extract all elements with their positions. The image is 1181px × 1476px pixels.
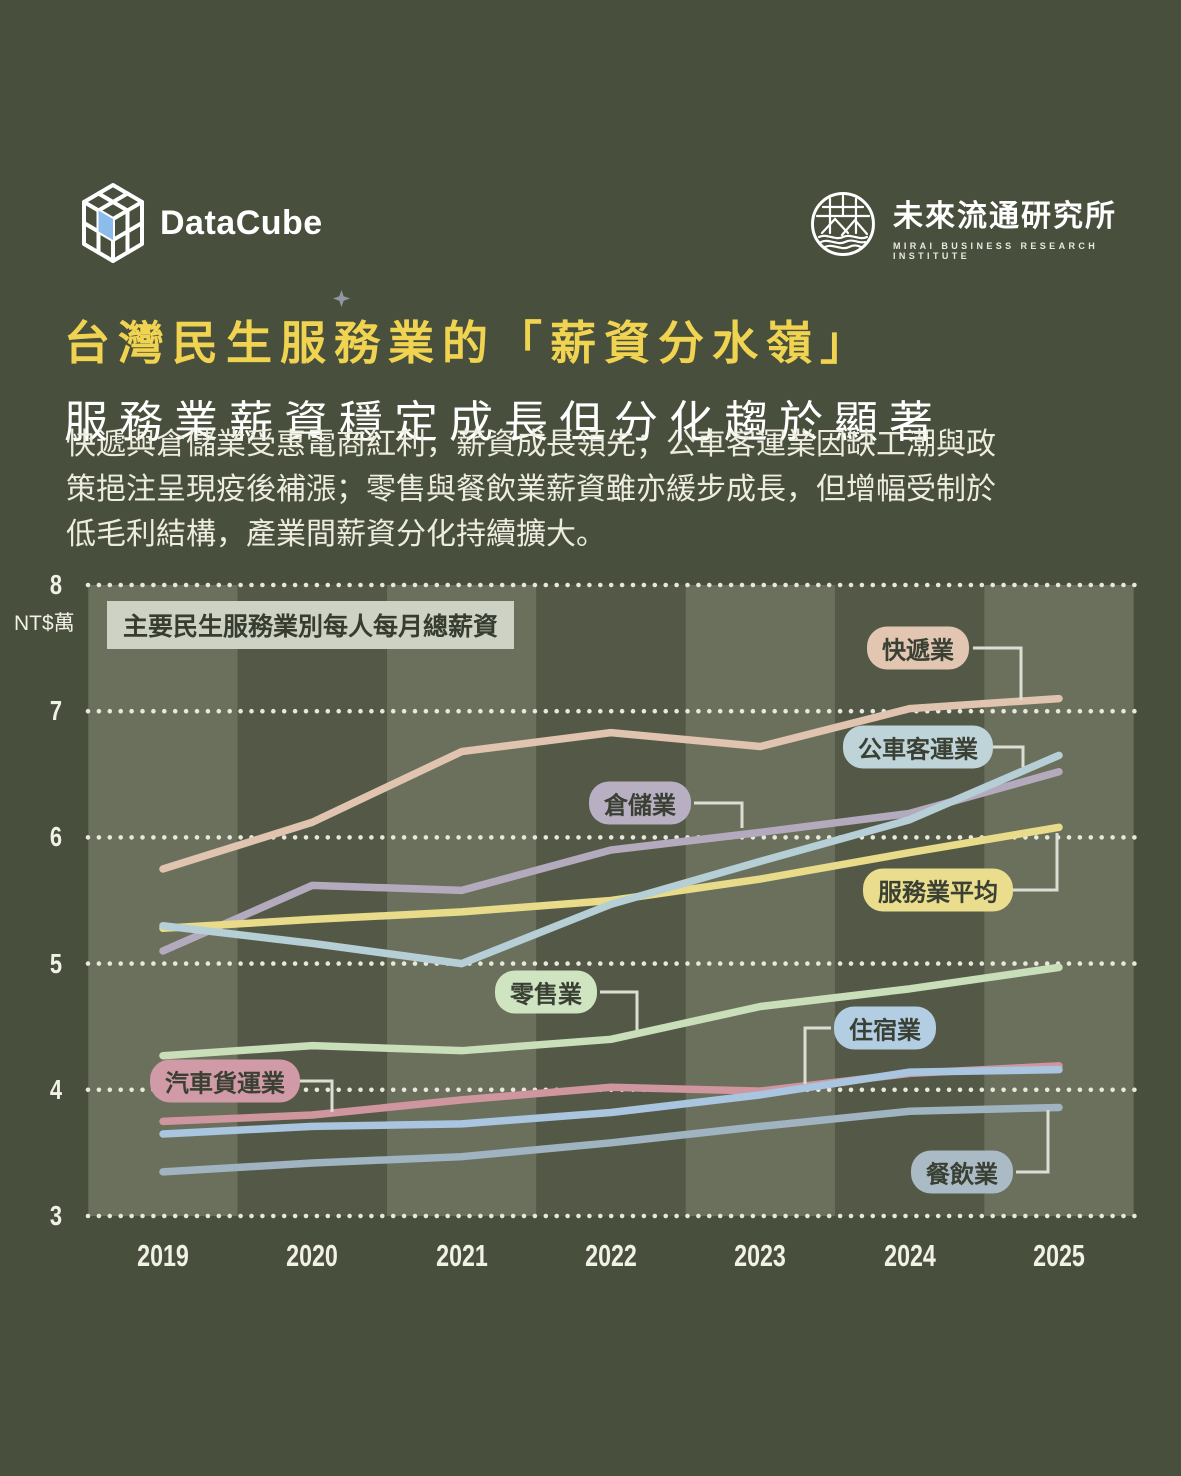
year-band-2020 <box>237 585 387 1216</box>
x-tick-2025: 2025 <box>1033 1238 1085 1273</box>
series-label-food-beverage: 餐飲業 <box>911 1150 1013 1194</box>
y-tick-7: 7 <box>49 695 62 727</box>
y-tick-6: 6 <box>49 821 62 853</box>
y-axis-unit-label: NT$萬 <box>14 612 75 635</box>
y-tick-5: 5 <box>49 947 62 979</box>
brand-name: DataCube <box>160 203 323 242</box>
institute-subtitle: MIRAI BUSINESS RESEARCH INSTITUTE <box>892 241 1099 261</box>
y-tick-8: 8 <box>49 569 62 600</box>
series-label-bus-transit: 公車客運業 <box>843 725 993 769</box>
series-label-truck-freight: 汽車貨運業 <box>150 1059 300 1103</box>
label-connector-warehousing <box>694 801 744 828</box>
label-connector-courier <box>973 646 1023 700</box>
x-tick-2020: 2020 <box>286 1238 339 1273</box>
x-tick-2023: 2023 <box>734 1238 787 1273</box>
series-line-courier <box>159 694 1063 873</box>
year-band-2021 <box>386 585 537 1216</box>
institute-name: 未來流通研究所 <box>892 200 1117 233</box>
series-label-retail: 零售業 <box>495 970 597 1014</box>
x-tick-2022: 2022 <box>585 1238 637 1273</box>
series-label-accommodation: 住宿業 <box>834 1006 936 1050</box>
label-connector-accommodation <box>803 1026 831 1084</box>
label-connector-bus-transit <box>990 745 1025 767</box>
description-text: 快遞與倉儲業受惠電商紅利，薪資成長領先；公車客運業因缺工潮與政 策挹注呈現疫後補… <box>66 428 996 551</box>
institute-text: 未來流通研究所 MIRAI BUSINESS RESEARCH INSTITUT… <box>892 190 1181 262</box>
cube-blue-cell <box>98 210 113 240</box>
y-tick-3: 3 <box>49 1200 62 1231</box>
label-connector-truck-freight <box>297 1079 334 1112</box>
series-line-bus-transit <box>159 751 1063 968</box>
label-connector-service-average <box>1013 833 1059 892</box>
datacube-logo: DataCube <box>80 181 323 265</box>
series-line-accommodation <box>159 1065 1063 1138</box>
series-line-food-beverage <box>159 1103 1063 1176</box>
y-tick-4: 4 <box>49 1073 62 1105</box>
x-tick-2019: 2019 <box>137 1238 189 1273</box>
series-label-courier: 快遞業 <box>867 626 969 670</box>
page-title: 台灣民生服務業的「薪資分水嶺」 <box>64 316 874 369</box>
page-subtitle: 服務業薪資穩定成長但分化趨於顯著 <box>64 397 944 447</box>
datacube-cube-icon <box>82 183 144 263</box>
chart-title: 主要民生服務業別每人每月總薪資 <box>107 601 515 649</box>
series-line-retail <box>159 963 1063 1060</box>
mirai-logo-icon <box>810 192 875 256</box>
series-label-warehousing: 倉儲業 <box>589 781 691 825</box>
institute-logo: 未來流通研究所 MIRAI BUSINESS RESEARCH INSTITUT… <box>809 190 1181 261</box>
label-connector-retail <box>600 990 639 1030</box>
year-band-2019 <box>88 585 238 1216</box>
x-tick-2021: 2021 <box>435 1238 488 1273</box>
series-line-warehousing <box>159 768 1063 955</box>
x-tick-2024: 2024 <box>883 1238 936 1273</box>
label-connector-food-beverage <box>1016 1110 1050 1174</box>
series-label-service-average: 服務業平均 <box>863 868 1013 912</box>
year-band-2023 <box>685 585 835 1216</box>
